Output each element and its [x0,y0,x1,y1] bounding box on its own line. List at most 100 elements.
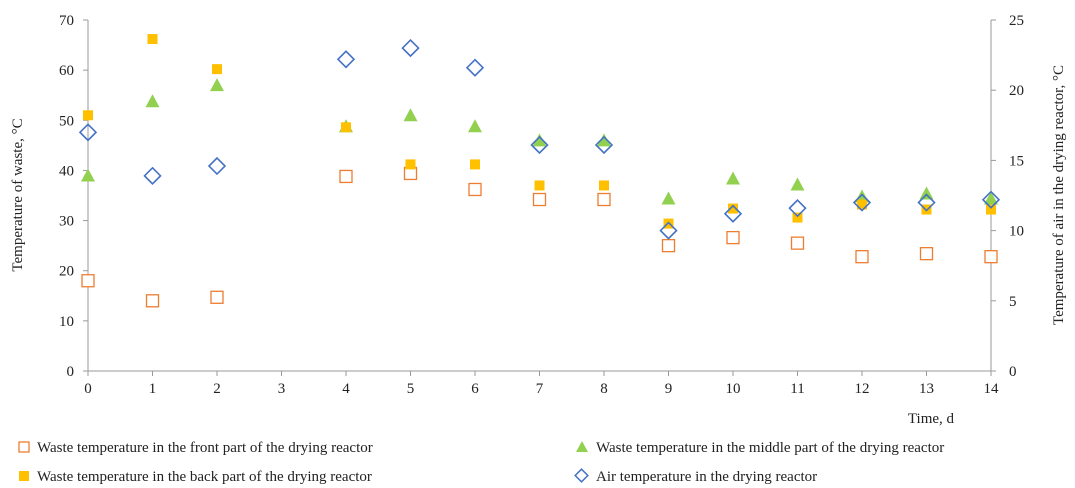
point-middle [726,171,740,185]
point-air [207,156,227,176]
y2-tick-label: 25 [1009,13,1024,29]
point-front [855,250,869,264]
y2-tick-label: 10 [1009,224,1024,240]
point-back [83,110,93,121]
x-tick-label: 7 [536,381,544,397]
legend-label-front: Waste temperature in the front part of t… [37,440,373,456]
point-front [726,230,740,245]
point-air [594,135,614,155]
point-front [597,192,611,207]
y-tick-label: 40 [59,163,74,179]
x-tick-label: 1 [149,381,157,397]
x-tick-label: 12 [855,381,870,397]
point-front [81,274,95,288]
point-air [723,204,743,223]
point-air [981,190,1001,209]
point-air [530,135,549,155]
y2-tick-label: 15 [1009,153,1024,169]
legend-item-air: Air temperature in the drying reactor [574,468,817,485]
y2-tick-label: 5 [1009,294,1017,310]
x-tick-label: 6 [471,381,479,397]
point-front [532,192,547,207]
point-front [145,294,160,308]
point-back [341,122,351,133]
legend: Waste temperature in the front part of t… [18,440,944,485]
legend-item-back: Waste temperature in the back part of th… [19,469,372,485]
x-tick-label: 10 [726,381,741,397]
series-layer [78,34,1001,308]
y2-tick-label: 0 [1009,364,1017,380]
legend-label-back: Waste temperature in the back part of th… [37,469,372,485]
point-middle [855,189,869,203]
x-tick-labels: 0 1 2 3 4 5 6 7 8 9 10 11 12 13 14 [84,371,999,397]
point-back [470,159,480,170]
y-axis-title: Temperature of waste, °C [10,118,26,271]
point-middle [661,191,676,205]
point-air [143,166,162,185]
point-air [788,199,807,218]
point-air [917,193,936,212]
y-tick-label: 10 [59,314,74,330]
series-0 [81,166,998,308]
y2-axis-title: Temperature of air in the drying reactor… [1051,65,1067,325]
point-front [339,169,353,184]
x-tick-label: 13 [919,381,934,397]
point-front [661,238,676,253]
legend-item-front: Waste temperature in the front part of t… [18,440,373,456]
legend-marker-open-diamond [574,468,589,483]
legend-marker-filled-square [19,471,29,481]
series-1 [81,78,998,205]
point-back [986,204,996,215]
point-front [210,290,224,304]
x-tick-label: 3 [278,381,286,397]
point-middle [597,133,611,147]
point-front [790,236,805,250]
point-middle [984,191,998,205]
y-tick-label: 30 [59,214,74,230]
x-tick-label: 11 [790,381,804,397]
point-front [468,182,482,197]
y-tick-label: 70 [59,13,74,29]
point-back [534,180,545,191]
y-tick-label: 60 [59,63,74,79]
x-tick-label: 4 [342,381,350,397]
point-middle [919,186,934,200]
y-tick-labels: 0 10 20 30 40 50 60 70 [59,13,88,380]
point-air [852,193,872,212]
point-middle [210,78,224,92]
point-back [147,34,158,45]
point-back [728,203,738,214]
point-middle [145,94,160,108]
legend-marker-open-square [18,441,30,453]
point-middle [81,168,95,182]
point-back [792,212,803,223]
y2-tick-label: 20 [1009,83,1024,99]
y-tick-label: 20 [59,264,74,280]
legend-item-middle: Waste temperature in the middle part of … [576,440,944,456]
point-air [401,38,420,58]
y-tick-label: 0 [67,364,75,380]
x-tick-label: 8 [600,381,608,397]
y2-tick-labels: 0 5 10 15 20 25 [991,13,1024,380]
point-front [919,247,934,261]
series-3 [78,38,1001,240]
point-middle [403,108,418,122]
legend-label-air: Air temperature in the drying reactor [596,469,817,485]
x-axis-title: Time, d [908,411,955,427]
point-air [78,123,98,142]
x-tick-label: 2 [213,381,221,397]
x-tick-label: 14 [984,381,1000,397]
y-tick-label: 50 [59,113,74,129]
point-air [336,50,356,69]
legend-marker-triangle [576,441,588,452]
point-middle [532,133,547,147]
point-back [212,64,222,75]
point-back [599,180,609,191]
x-tick-label: 0 [84,381,92,397]
x-tick-label: 5 [407,381,415,397]
point-front [984,250,998,264]
point-middle [790,177,805,191]
legend-label-middle: Waste temperature in the middle part of … [596,440,944,456]
point-back [857,199,867,210]
point-middle [468,119,482,133]
